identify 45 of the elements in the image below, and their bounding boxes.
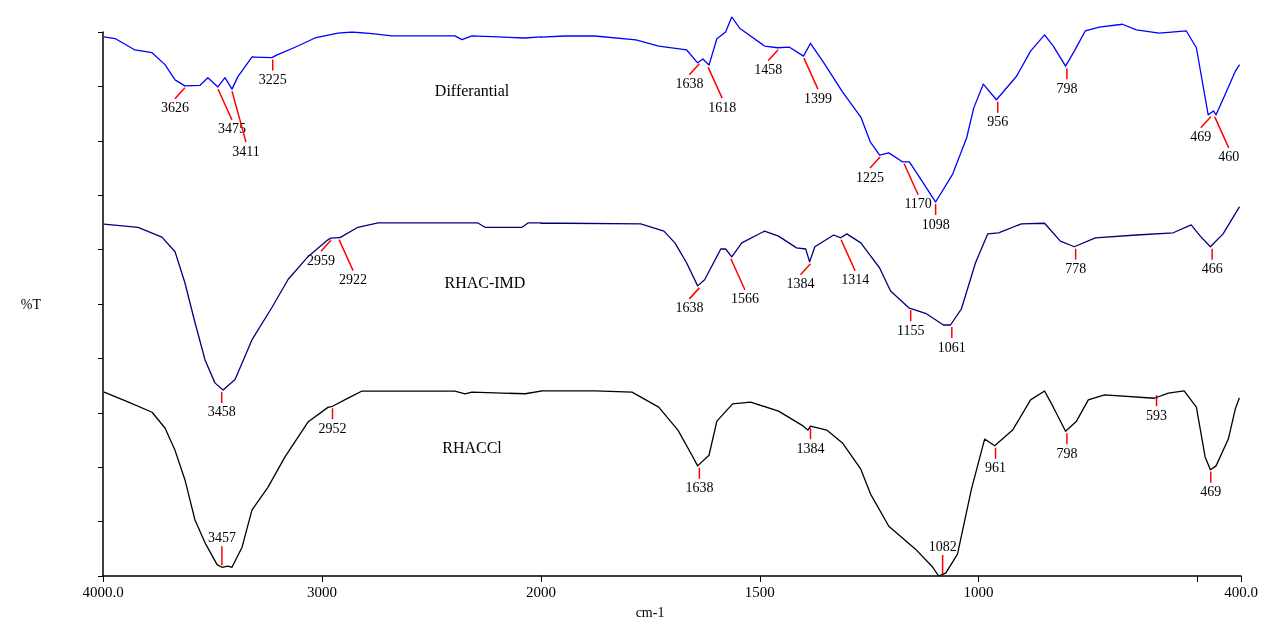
annotation: 1098 [921, 216, 950, 232]
y-axis-title: %T [20, 296, 42, 312]
annotation: 1384 [786, 276, 815, 292]
annotation: 956 [987, 114, 1009, 130]
x-tick-label: 1000 [963, 583, 994, 600]
text: Differantial [434, 82, 510, 100]
annotation: 2959 [306, 252, 335, 268]
text: RHACCl [442, 438, 503, 456]
annotation: 460 [1218, 149, 1240, 165]
annotation: 1170 [904, 196, 932, 212]
annotation: 1638 [675, 300, 704, 316]
annotation: 1225 [856, 169, 885, 185]
annotation: 1566 [730, 291, 759, 307]
annotation: 469 [1200, 484, 1222, 500]
annotation: 3458 [207, 404, 236, 420]
annotation: 1638 [685, 480, 714, 496]
annotation: 1314 [841, 272, 870, 288]
annotation: 2922 [339, 272, 368, 288]
annotation: 1384 [796, 440, 825, 456]
annotation: 593 [1146, 407, 1168, 423]
annotation: 3457 [207, 529, 236, 545]
x-tick-label: 2000 [526, 583, 556, 600]
annotation: 798 [1056, 80, 1078, 96]
x-tick-label: 4000.0 [82, 583, 124, 600]
annotation: 2952 [318, 420, 347, 436]
annotation: 798 [1056, 445, 1078, 461]
x-tick-label: 1500 [744, 583, 775, 600]
annotation: 1399 [803, 90, 832, 106]
annotation: 3626 [160, 100, 189, 116]
annotation: 778 [1065, 261, 1087, 277]
annotation: 1082 [928, 538, 957, 554]
annotation: 1618 [708, 99, 737, 115]
annotation: 3411 [232, 143, 260, 159]
text: RHAC-IMD [444, 273, 526, 291]
annotation: 1061 [937, 339, 966, 355]
annotation: 466 [1201, 261, 1223, 277]
annotation: 1458 [754, 62, 783, 78]
x-axis-title: cm-1 [635, 604, 665, 620]
x-tick-label: 400.0 [1224, 583, 1258, 600]
annotation: 469 [1190, 129, 1212, 145]
annotation: 1638 [675, 76, 704, 92]
annotation: 1155 [896, 322, 925, 338]
x-tick-label: 3000 [307, 583, 337, 600]
annotation: 3225 [258, 72, 287, 88]
annotation: 961 [985, 460, 1007, 476]
